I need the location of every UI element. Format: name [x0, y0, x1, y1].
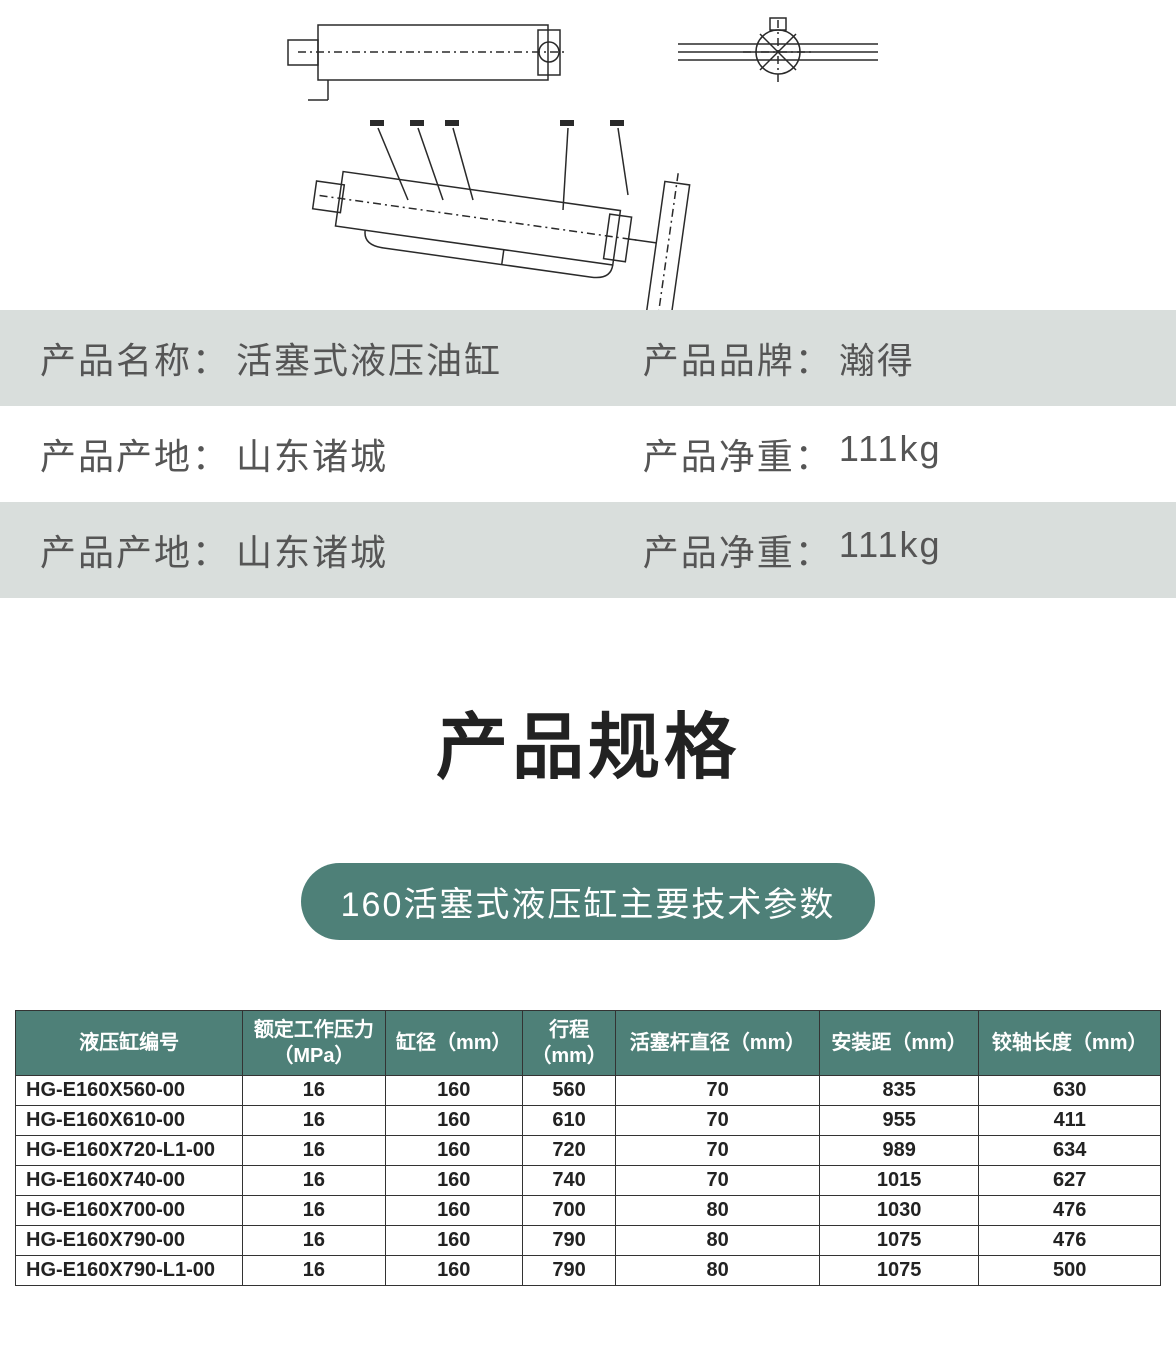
info-label: 产品净重：	[643, 524, 833, 576]
table-cell: 720	[522, 1136, 615, 1166]
table-cell: HG-E160X560-00	[16, 1076, 243, 1106]
info-label: 产品产地：	[40, 428, 230, 480]
table-cell: 160	[385, 1226, 522, 1256]
technical-diagram	[0, 0, 1176, 310]
table-cell: 16	[243, 1196, 385, 1226]
table-cell: 411	[979, 1106, 1161, 1136]
table-cell: HG-E160X790-L1-00	[16, 1256, 243, 1286]
spec-header-row: 液压缸编号额定工作压力（MPa）缸径（mm）行程（mm）活塞杆直径（mm）安装距…	[16, 1011, 1161, 1076]
spec-subtitle-pill: 160活塞式液压缸主要技术参数	[301, 863, 876, 940]
spec-col-header: 安装距（mm）	[819, 1011, 979, 1076]
table-cell: 989	[819, 1136, 979, 1166]
table-cell: 1030	[819, 1196, 979, 1226]
table-cell: 80	[616, 1226, 820, 1256]
info-value: 111kg	[839, 524, 942, 576]
table-cell: 610	[522, 1106, 615, 1136]
table-row: HG-E160X790-L1-0016160790801075500	[16, 1256, 1161, 1286]
info-left-cell: 产品名称：活塞式液压油缸	[40, 332, 643, 384]
table-cell: HG-E160X720-L1-00	[16, 1136, 243, 1166]
info-label: 产品名称：	[40, 332, 230, 384]
table-cell: 70	[616, 1106, 820, 1136]
info-value: 山东诸城	[236, 428, 388, 480]
info-right-cell: 产品净重：111kg	[643, 428, 1136, 480]
table-cell: 790	[522, 1226, 615, 1256]
spec-table-head: 液压缸编号额定工作压力（MPa）缸径（mm）行程（mm）活塞杆直径（mm）安装距…	[16, 1011, 1161, 1076]
table-cell: 790	[522, 1256, 615, 1286]
table-cell: HG-E160X610-00	[16, 1106, 243, 1136]
info-label: 产品净重：	[643, 428, 833, 480]
info-label: 产品产地：	[40, 524, 230, 576]
cylinder-drawing-svg	[238, 10, 938, 310]
table-cell: 835	[819, 1076, 979, 1106]
table-cell: 1075	[819, 1226, 979, 1256]
table-row: HG-E160X740-0016160740701015627	[16, 1166, 1161, 1196]
table-cell: 627	[979, 1166, 1161, 1196]
spec-heading: 产品规格	[0, 688, 1176, 793]
table-cell: 160	[385, 1166, 522, 1196]
table-cell: 500	[979, 1256, 1161, 1286]
table-cell: 16	[243, 1166, 385, 1196]
table-cell: HG-E160X700-00	[16, 1196, 243, 1226]
table-cell: HG-E160X740-00	[16, 1166, 243, 1196]
info-row: 产品产地：山东诸城产品净重：111kg	[0, 406, 1176, 502]
table-cell: 476	[979, 1226, 1161, 1256]
table-cell: 630	[979, 1076, 1161, 1106]
spec-col-header: 液压缸编号	[16, 1011, 243, 1076]
table-row: HG-E160X610-001616061070955411	[16, 1106, 1161, 1136]
table-cell: 16	[243, 1136, 385, 1166]
table-cell: 476	[979, 1196, 1161, 1226]
table-cell: 16	[243, 1106, 385, 1136]
table-cell: 1075	[819, 1256, 979, 1286]
spec-col-header: 铰轴长度（mm）	[979, 1011, 1161, 1076]
spec-col-header: 活塞杆直径（mm）	[616, 1011, 820, 1076]
table-cell: 160	[385, 1256, 522, 1286]
product-info-block: 产品名称：活塞式液压油缸产品品牌：瀚得产品产地：山东诸城产品净重：111kg产品…	[0, 310, 1176, 598]
info-label: 产品品牌：	[643, 332, 833, 384]
table-cell: 160	[385, 1136, 522, 1166]
table-row: HG-E160X720-L1-001616072070989634	[16, 1136, 1161, 1166]
table-cell: 16	[243, 1076, 385, 1106]
table-row: HG-E160X700-0016160700801030476	[16, 1196, 1161, 1226]
info-right-cell: 产品净重：111kg	[643, 524, 1136, 576]
info-value: 活塞式液压油缸	[236, 332, 502, 384]
table-row: HG-E160X790-0016160790801075476	[16, 1226, 1161, 1256]
info-value: 山东诸城	[236, 524, 388, 576]
info-value: 瀚得	[839, 332, 915, 384]
table-cell: 16	[243, 1256, 385, 1286]
table-cell: 70	[616, 1136, 820, 1166]
table-cell: HG-E160X790-00	[16, 1226, 243, 1256]
info-right-cell: 产品品牌：瀚得	[643, 332, 1136, 384]
table-cell: 634	[979, 1136, 1161, 1166]
table-row: HG-E160X560-001616056070835630	[16, 1076, 1161, 1106]
table-cell: 16	[243, 1226, 385, 1256]
spec-table: 液压缸编号额定工作压力（MPa）缸径（mm）行程（mm）活塞杆直径（mm）安装距…	[15, 1010, 1161, 1286]
table-cell: 160	[385, 1106, 522, 1136]
spec-col-header: 行程（mm）	[522, 1011, 615, 1076]
info-left-cell: 产品产地：山东诸城	[40, 428, 643, 480]
table-cell: 955	[819, 1106, 979, 1136]
info-row: 产品产地：山东诸城产品净重：111kg	[0, 502, 1176, 598]
table-cell: 160	[385, 1076, 522, 1106]
table-cell: 160	[385, 1196, 522, 1226]
info-row: 产品名称：活塞式液压油缸产品品牌：瀚得	[0, 310, 1176, 406]
table-cell: 700	[522, 1196, 615, 1226]
table-cell: 560	[522, 1076, 615, 1106]
table-cell: 80	[616, 1196, 820, 1226]
table-cell: 740	[522, 1166, 615, 1196]
table-cell: 80	[616, 1256, 820, 1286]
info-value: 111kg	[839, 428, 942, 480]
spec-table-body: HG-E160X560-001616056070835630HG-E160X61…	[16, 1076, 1161, 1286]
info-left-cell: 产品产地：山东诸城	[40, 524, 643, 576]
spec-col-header: 缸径（mm）	[385, 1011, 522, 1076]
table-cell: 70	[616, 1076, 820, 1106]
table-cell: 1015	[819, 1166, 979, 1196]
spec-col-header: 额定工作压力（MPa）	[243, 1011, 385, 1076]
table-cell: 70	[616, 1166, 820, 1196]
